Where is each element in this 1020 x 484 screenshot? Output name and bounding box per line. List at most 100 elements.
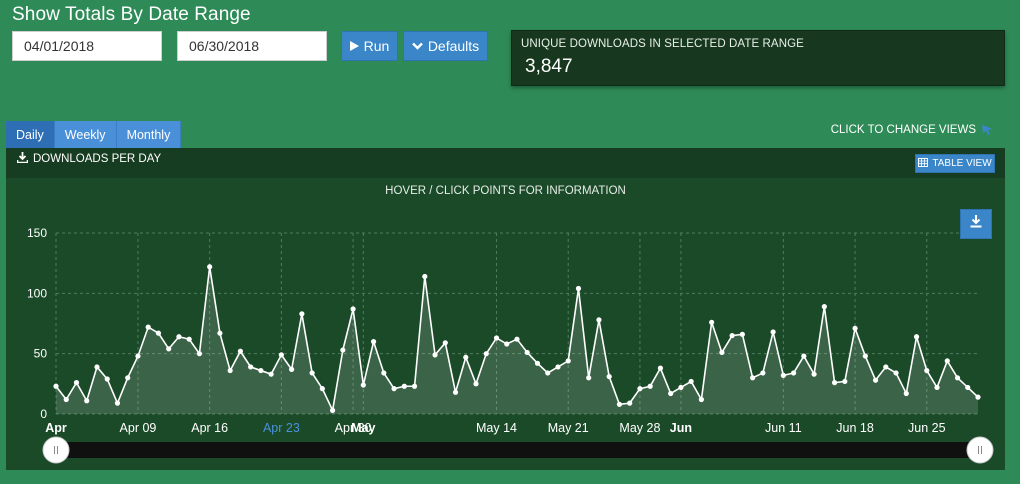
data-point[interactable] xyxy=(422,273,428,280)
data-point[interactable] xyxy=(104,376,110,382)
data-point[interactable] xyxy=(842,378,848,385)
data-point[interactable] xyxy=(73,380,80,386)
data-point[interactable] xyxy=(586,375,592,381)
data-point[interactable] xyxy=(903,390,909,397)
data-point[interactable] xyxy=(196,351,203,357)
data-point[interactable] xyxy=(760,370,766,376)
data-point[interactable] xyxy=(268,371,274,377)
data-point[interactable] xyxy=(473,381,479,387)
data-point[interactable] xyxy=(750,375,756,381)
data-point[interactable] xyxy=(289,366,295,372)
data-point[interactable] xyxy=(739,331,745,337)
data-point[interactable] xyxy=(729,332,735,339)
data-point[interactable] xyxy=(483,351,489,357)
data-point[interactable] xyxy=(565,358,571,364)
data-point[interactable] xyxy=(319,386,325,392)
data-point[interactable] xyxy=(524,349,530,356)
data-point[interactable] xyxy=(862,353,868,359)
data-point[interactable] xyxy=(391,386,397,392)
data-point[interactable] xyxy=(893,370,899,376)
data-point[interactable] xyxy=(360,382,366,388)
data-point[interactable] xyxy=(176,334,182,340)
chart-points[interactable] xyxy=(53,264,981,413)
data-point[interactable] xyxy=(330,407,336,413)
data-point[interactable] xyxy=(227,367,233,374)
tab-weekly[interactable]: Weekly xyxy=(54,121,117,148)
data-point[interactable] xyxy=(155,330,162,336)
navigator-handle-right[interactable] xyxy=(966,436,994,464)
data-point[interactable] xyxy=(965,384,971,391)
data-point[interactable] xyxy=(627,400,633,406)
data-point[interactable] xyxy=(248,364,254,370)
data-point[interactable] xyxy=(821,304,827,310)
data-point[interactable] xyxy=(698,396,705,403)
data-point[interactable] xyxy=(770,329,776,335)
navigator-track[interactable] xyxy=(56,442,980,458)
data-point[interactable] xyxy=(135,353,141,359)
defaults-button[interactable]: Defaults xyxy=(403,31,488,61)
data-point[interactable] xyxy=(381,370,387,376)
data-point[interactable] xyxy=(606,373,612,380)
data-point[interactable] xyxy=(125,375,131,381)
data-point[interactable] xyxy=(637,386,643,392)
data-point[interactable] xyxy=(709,319,715,325)
data-point[interactable] xyxy=(678,384,684,391)
data-point[interactable] xyxy=(442,340,448,346)
tab-monthly[interactable]: Monthly xyxy=(116,121,182,148)
data-point[interactable] xyxy=(53,383,59,389)
data-point[interactable] xyxy=(534,360,541,366)
data-point[interactable] xyxy=(913,334,920,340)
data-point[interactable] xyxy=(504,341,510,347)
data-point[interactable] xyxy=(555,364,561,370)
data-point[interactable] xyxy=(596,317,602,323)
data-point[interactable] xyxy=(616,401,623,407)
data-point[interactable] xyxy=(924,367,930,374)
data-point[interactable] xyxy=(145,324,151,330)
data-point[interactable] xyxy=(278,352,284,358)
run-button[interactable]: Run xyxy=(341,31,398,61)
data-point[interactable] xyxy=(780,372,786,378)
start-date-input[interactable] xyxy=(12,31,162,61)
data-point[interactable] xyxy=(688,378,694,385)
data-point[interactable] xyxy=(791,370,797,376)
data-point[interactable] xyxy=(186,336,192,342)
tab-daily[interactable]: Daily xyxy=(6,121,55,148)
data-point[interactable] xyxy=(63,396,69,403)
data-point[interactable] xyxy=(114,400,121,406)
data-point[interactable] xyxy=(954,375,961,381)
data-point[interactable] xyxy=(350,306,356,312)
data-point[interactable] xyxy=(668,390,674,397)
data-point[interactable] xyxy=(237,348,243,354)
data-point[interactable] xyxy=(514,336,520,342)
data-point[interactable] xyxy=(657,365,664,371)
data-point[interactable] xyxy=(545,370,551,376)
data-point[interactable] xyxy=(84,398,90,404)
data-point[interactable] xyxy=(299,311,305,317)
data-point[interactable] xyxy=(975,394,981,400)
chart-export-button[interactable] xyxy=(960,209,992,239)
data-point[interactable] xyxy=(401,383,407,389)
data-point[interactable] xyxy=(493,335,500,341)
navigator-handle-knob[interactable] xyxy=(42,436,70,464)
data-point[interactable] xyxy=(801,353,807,359)
data-point[interactable] xyxy=(166,346,172,352)
navigator-handle-left[interactable] xyxy=(42,436,70,464)
range-navigator[interactable] xyxy=(42,436,994,464)
data-point[interactable] xyxy=(370,339,377,345)
data-point[interactable] xyxy=(309,370,315,376)
navigator-handle-knob[interactable] xyxy=(966,436,994,464)
data-point[interactable] xyxy=(411,383,418,389)
data-point[interactable] xyxy=(258,367,264,374)
data-point[interactable] xyxy=(944,358,950,364)
data-point[interactable] xyxy=(883,364,889,370)
data-point[interactable] xyxy=(217,330,223,336)
data-point[interactable] xyxy=(94,364,100,370)
data-point[interactable] xyxy=(432,352,438,358)
data-point[interactable] xyxy=(872,377,879,383)
data-point[interactable] xyxy=(811,371,817,377)
data-point[interactable] xyxy=(831,380,838,386)
data-point[interactable] xyxy=(647,383,653,389)
data-point[interactable] xyxy=(463,354,469,360)
data-point[interactable] xyxy=(452,389,459,395)
